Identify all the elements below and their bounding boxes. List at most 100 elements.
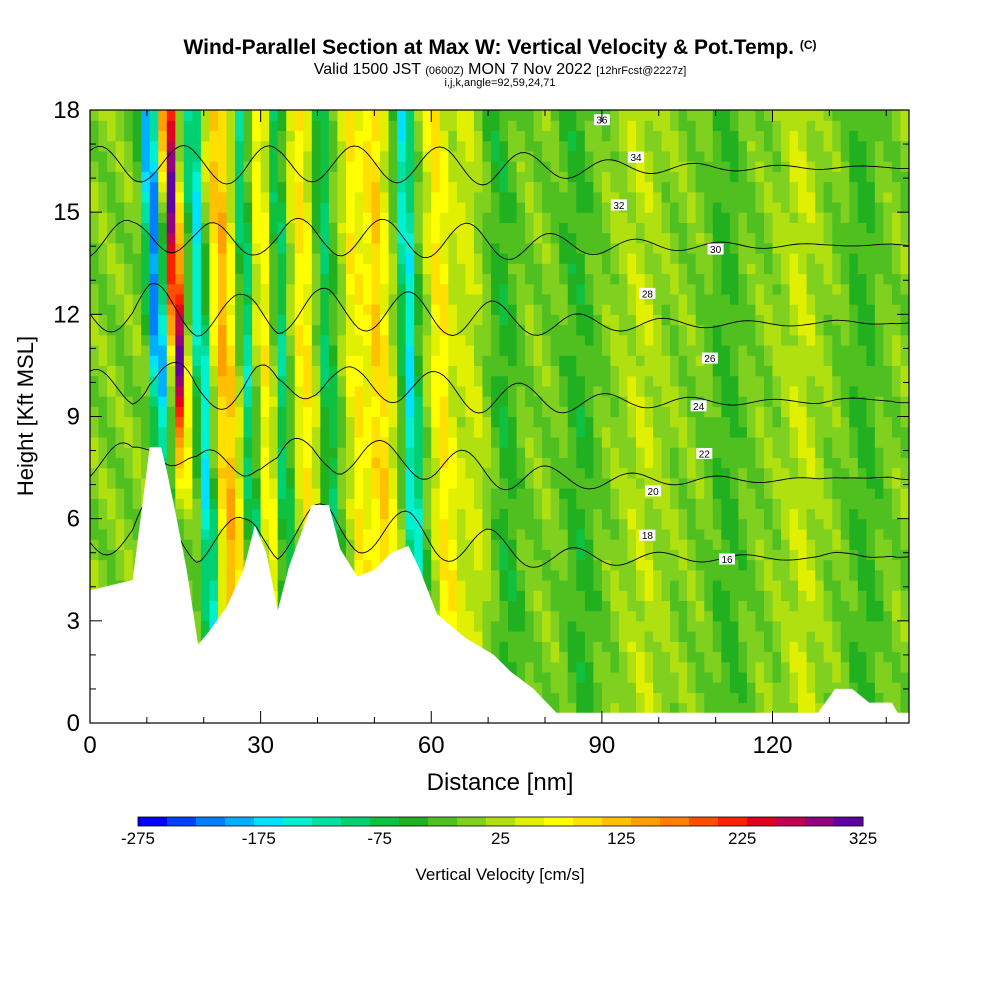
field-cell <box>380 212 390 223</box>
field-cell <box>115 528 125 540</box>
field-cell <box>627 314 637 326</box>
field-cell <box>533 375 543 387</box>
field-cell <box>516 539 526 550</box>
field-cell <box>132 457 142 469</box>
field-cell <box>559 212 569 223</box>
field-cell <box>320 549 330 561</box>
field-cell <box>593 150 603 162</box>
field-cell <box>422 365 432 377</box>
field-cell <box>149 559 159 571</box>
field-cell <box>380 201 390 213</box>
field-cell <box>311 426 321 438</box>
field-cell <box>397 488 407 499</box>
field-cell <box>610 181 620 193</box>
field-cell <box>516 641 526 653</box>
field-cell <box>627 171 637 183</box>
field-cell <box>781 130 791 142</box>
field-cell <box>712 518 722 530</box>
field-cell <box>286 661 296 673</box>
field-cell <box>183 579 193 591</box>
field-cell <box>448 498 458 510</box>
field-cell <box>132 385 142 397</box>
field-cell <box>729 212 739 223</box>
field-cell <box>431 355 441 367</box>
field-cell <box>584 447 594 458</box>
field-cell <box>473 212 484 223</box>
field-cell <box>277 671 287 683</box>
field-cell <box>107 467 117 479</box>
field-cell <box>380 304 390 315</box>
field-cell <box>490 232 501 244</box>
field-cell <box>345 232 356 244</box>
field-cell <box>294 539 304 550</box>
field-cell <box>252 150 262 162</box>
field-cell <box>763 436 774 448</box>
field-cell <box>192 610 202 622</box>
field-cell <box>789 293 799 305</box>
field-cell <box>149 253 159 264</box>
field-cell <box>542 712 552 723</box>
field-cell <box>789 365 799 377</box>
field-cell <box>456 140 466 152</box>
field-cell <box>431 651 441 663</box>
field-cell <box>303 232 313 244</box>
field-cell <box>653 477 663 489</box>
field-cell <box>525 508 535 520</box>
field-cell <box>158 447 168 458</box>
field-cell <box>712 355 722 367</box>
field-cell <box>132 222 142 234</box>
field-cell <box>516 140 526 152</box>
field-cell <box>448 539 458 550</box>
field-cell <box>252 600 262 612</box>
field-cell <box>567 682 577 693</box>
field-cell <box>763 590 774 601</box>
field-cell <box>286 457 296 469</box>
field-cell <box>584 263 594 275</box>
field-cell <box>431 344 441 356</box>
field-cell <box>235 671 245 683</box>
field-cell <box>687 283 697 295</box>
field-cell <box>294 263 304 275</box>
field-cell <box>542 549 552 561</box>
field-cell <box>124 426 134 438</box>
field-cell <box>738 304 748 315</box>
field-cell <box>320 457 330 469</box>
field-cell <box>772 620 782 632</box>
field-cell <box>678 232 688 244</box>
field-cell <box>405 416 415 428</box>
field-cell <box>601 508 612 520</box>
field-cell <box>192 712 202 723</box>
field-cell <box>678 375 688 387</box>
field-cell <box>380 150 390 162</box>
field-cell <box>90 610 100 622</box>
field-cell <box>473 171 484 183</box>
field-cell <box>414 457 424 469</box>
field-cell <box>269 651 279 663</box>
field-cell <box>371 610 381 622</box>
field-cell <box>525 498 535 510</box>
field-cell <box>610 559 620 571</box>
field-cell <box>695 702 705 714</box>
field-cell <box>729 242 739 254</box>
field-cell <box>397 579 407 591</box>
field-cell <box>798 671 808 683</box>
field-cell <box>226 671 236 683</box>
field-cell <box>192 631 202 642</box>
field-cell <box>209 467 219 479</box>
field-cell <box>789 130 799 142</box>
field-cell <box>448 559 458 571</box>
field-cell <box>345 416 356 428</box>
field-cell <box>405 161 415 172</box>
field-cell <box>499 253 509 264</box>
field-cell <box>490 620 501 632</box>
field-cell <box>559 590 569 601</box>
field-cell <box>294 314 304 326</box>
field-cell <box>320 416 330 428</box>
field-cell <box>636 293 646 305</box>
field-cell <box>371 590 381 601</box>
field-cell <box>533 508 543 520</box>
field-cell <box>175 314 185 326</box>
field-cell <box>584 150 594 162</box>
field-cell <box>678 436 688 448</box>
field-cell <box>712 467 722 479</box>
